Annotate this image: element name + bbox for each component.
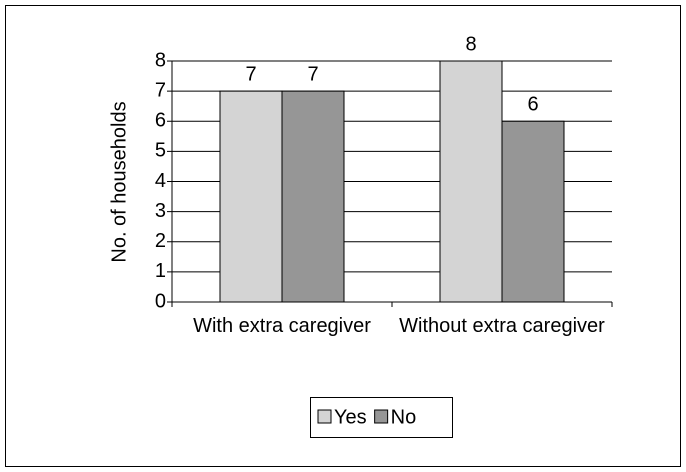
x-tick-label: Without extra caregiver xyxy=(399,315,605,337)
y-tick-label: 3 xyxy=(155,200,166,222)
y-tick-label: 2 xyxy=(155,230,166,252)
y-axis-label: No. of households xyxy=(108,101,130,262)
bar xyxy=(501,120,565,303)
chart-border xyxy=(5,5,681,467)
x-tick-label: With extra caregiver xyxy=(193,315,371,337)
y-tick-label: 8 xyxy=(155,49,166,71)
y-tick-label: 4 xyxy=(155,170,166,192)
legend-swatch xyxy=(374,409,389,424)
legend-label: Yes xyxy=(334,406,367,428)
data-label: 6 xyxy=(527,94,538,116)
y-tick-label: 0 xyxy=(155,290,166,312)
data-label: 8 xyxy=(465,33,476,55)
legend-swatch xyxy=(317,409,332,424)
bar xyxy=(281,90,345,303)
data-label: 7 xyxy=(307,63,318,85)
bar xyxy=(439,60,503,303)
y-tick-label: 7 xyxy=(155,79,166,101)
y-tick-label: 6 xyxy=(155,110,166,132)
legend-label: No xyxy=(391,406,417,428)
bar xyxy=(219,90,283,303)
y-tick-label: 5 xyxy=(155,140,166,162)
data-label: 7 xyxy=(245,63,256,85)
y-tick-label: 1 xyxy=(155,260,166,282)
